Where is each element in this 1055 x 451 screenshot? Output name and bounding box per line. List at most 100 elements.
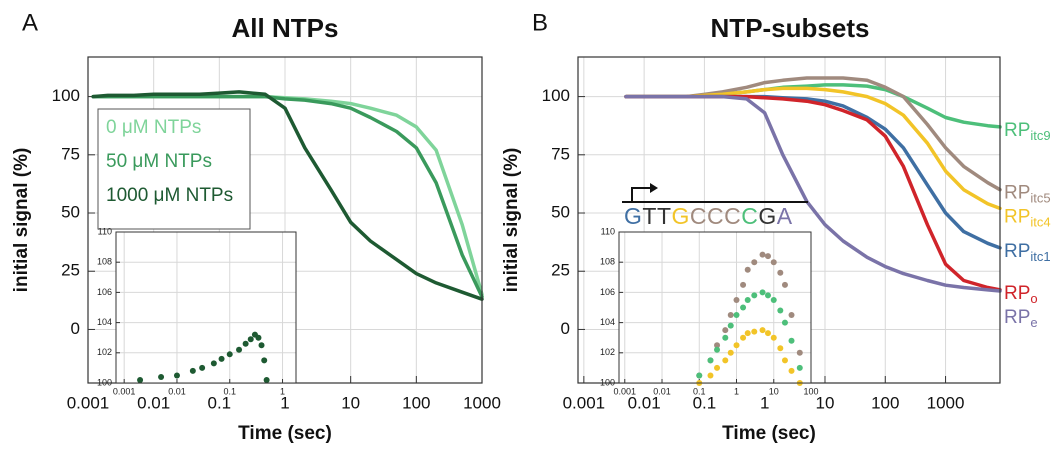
inset-point <box>781 357 788 364</box>
inset-point <box>788 337 795 344</box>
y-tick-label: 106 <box>97 287 112 297</box>
x-tick-label: 0.1 <box>208 393 232 412</box>
inset-area <box>619 232 811 383</box>
inset-point <box>770 334 777 341</box>
inset-point <box>258 342 265 349</box>
inset-point <box>764 253 771 260</box>
series-label: RPo <box>1004 283 1038 306</box>
sequence-letter: T <box>657 203 672 229</box>
inset-point <box>247 336 254 343</box>
x-tick-label: 0.1 <box>223 386 236 396</box>
start-arrowhead <box>650 183 658 193</box>
inset-point <box>210 360 217 367</box>
inset-point <box>796 349 803 356</box>
y-tick-label: 106 <box>600 287 615 297</box>
sequence-letter: G <box>624 203 642 229</box>
y-axis-title: initial signal (%) <box>11 148 32 293</box>
inset-point <box>722 357 729 364</box>
inset-point <box>733 296 740 303</box>
sequence-letter: C <box>707 203 724 229</box>
inset-point <box>218 355 225 362</box>
inset-point <box>158 373 165 380</box>
inset-point <box>714 346 721 353</box>
inset-point <box>714 364 721 371</box>
inset-frame <box>115 231 297 384</box>
x-tick-label: 1 <box>280 386 285 396</box>
y-tick-label: 100 <box>52 86 80 105</box>
inset-point <box>727 322 734 329</box>
panel-letter: B <box>532 9 548 36</box>
y-tick-label: 0 <box>71 319 80 338</box>
x-tick-label: 100 <box>871 393 899 412</box>
inset-point <box>199 364 206 371</box>
inset-point <box>707 372 714 379</box>
series-label-subscript: e <box>1030 315 1037 330</box>
inset-point <box>263 376 270 383</box>
series-label-name: RP <box>1004 283 1030 304</box>
inset-point <box>727 312 734 319</box>
x-tick-label: 100 <box>402 393 430 412</box>
series-label-name: RP <box>1004 241 1030 262</box>
x-tick-label: 0.01 <box>137 393 170 412</box>
legend-entry: 50 μM NTPs <box>106 151 212 172</box>
inset-point <box>770 259 777 266</box>
legend-entry: 0 μM NTPs <box>106 117 201 138</box>
series-label: RPe <box>1004 307 1038 330</box>
inset-point <box>781 281 788 288</box>
inset-point <box>226 351 233 358</box>
x-tick-label: 1 <box>280 393 289 412</box>
sequence: GTTGCCCCGA <box>624 203 793 229</box>
series-label-subscript: itc9 <box>1030 128 1050 143</box>
start-arrow <box>631 187 652 202</box>
series-label-subscript: itc5 <box>1030 191 1050 206</box>
inset-point <box>759 289 766 296</box>
inset-point <box>781 319 788 326</box>
series-label: RPitc4 <box>1004 207 1051 230</box>
sequence-letter: T <box>642 203 657 229</box>
y-tick-label: 110 <box>601 226 615 236</box>
x-tick-label: 1 <box>760 393 769 412</box>
inset-point <box>764 330 771 337</box>
series-line <box>91 90 484 301</box>
y-tick-label: 102 <box>97 347 112 357</box>
sequence-letter: G <box>758 203 776 229</box>
inset-point <box>751 328 758 335</box>
x-axis-title: Time (sec) <box>238 423 332 444</box>
inset-point <box>189 367 196 374</box>
inset-point <box>733 342 740 349</box>
inset-point <box>788 312 795 319</box>
y-tick-label: 102 <box>600 347 615 357</box>
x-tick-label: 0.01 <box>653 386 671 396</box>
y-tick-label: 100 <box>97 377 112 387</box>
series-line <box>91 94 484 299</box>
inset-point <box>733 312 740 319</box>
y-tick-label: 104 <box>97 317 112 327</box>
inset-point <box>137 376 144 383</box>
inset-point <box>727 349 734 356</box>
y-tick-label: 50 <box>551 202 570 221</box>
x-tick-label: 1000 <box>927 393 965 412</box>
x-tick-label: 0.01 <box>628 393 661 412</box>
series-label: RPitc9 <box>1004 120 1051 143</box>
series-label-subscript: itc1 <box>1030 249 1050 264</box>
inset-point <box>722 327 729 334</box>
inset-point <box>744 266 751 273</box>
x-tick-label: 0.1 <box>693 393 717 412</box>
inset-point <box>236 346 243 353</box>
inset-point <box>764 292 771 299</box>
inset-point <box>759 327 766 334</box>
inset-point <box>707 357 714 364</box>
panel-letter: A <box>22 9 38 36</box>
inset-point <box>261 357 268 364</box>
sequence-letter: C <box>741 203 758 229</box>
sequence-letter: C <box>690 203 707 229</box>
x-tick-label: 10 <box>769 386 779 396</box>
inset-point <box>777 307 784 314</box>
x-tick-label: 1 <box>734 386 739 396</box>
series-label-name: RP <box>1004 207 1030 228</box>
legend-entry: 1000 μM NTPs <box>106 185 233 206</box>
inset-point <box>751 292 758 299</box>
sequence-letter: A <box>777 203 793 229</box>
sequence-letter: C <box>724 203 741 229</box>
